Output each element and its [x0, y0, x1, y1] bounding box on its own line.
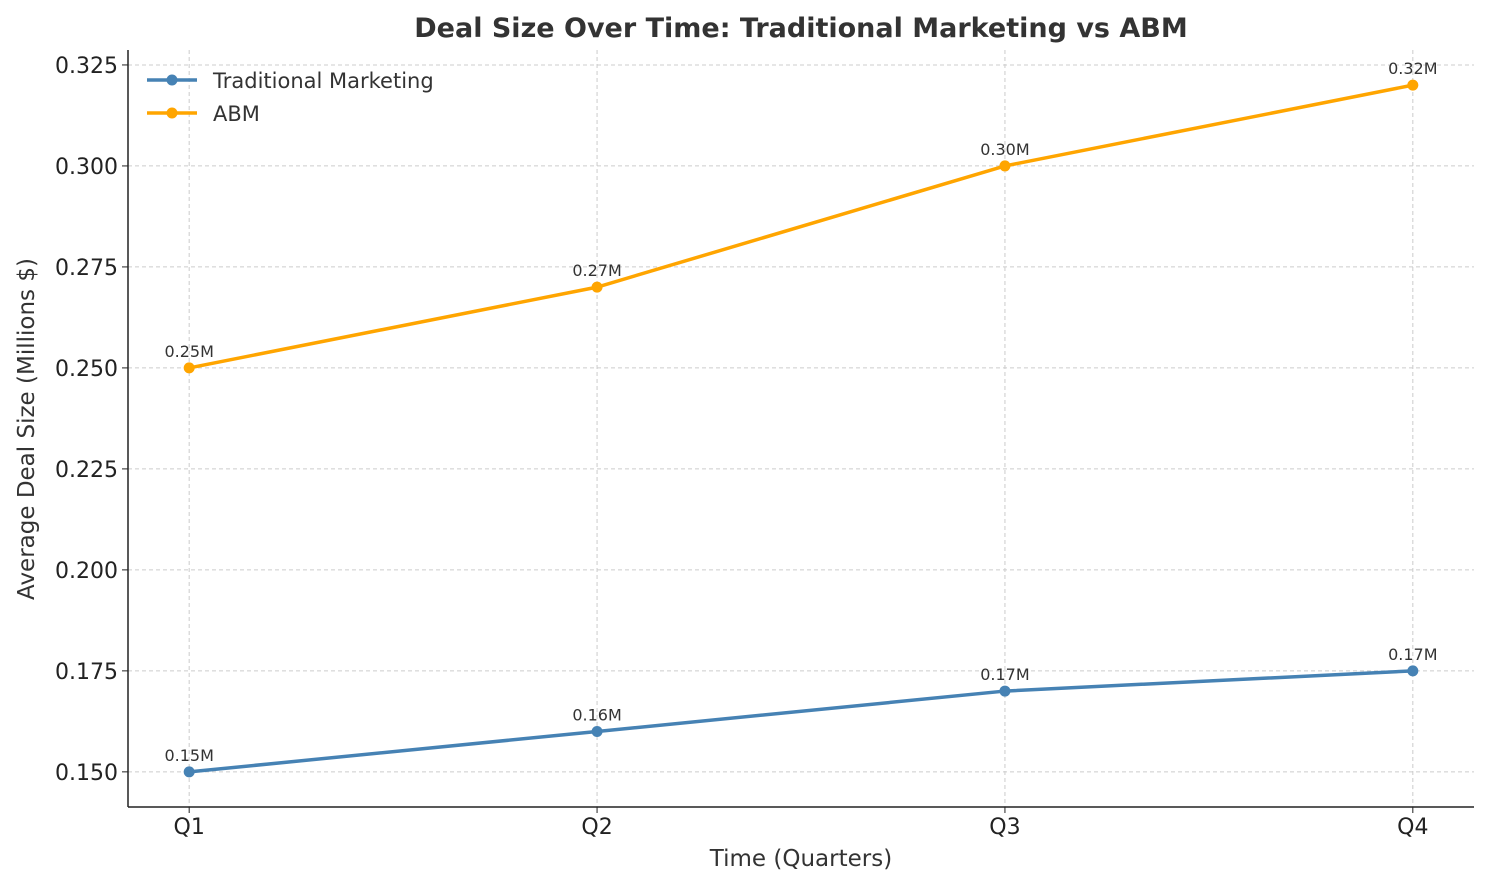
y-tick-label: 0.300: [55, 155, 118, 180]
y-tick-label: 0.250: [55, 357, 118, 382]
data-label: 0.16M: [572, 705, 621, 724]
data-point: [1407, 79, 1419, 91]
y-tick-label: 0.275: [55, 256, 118, 281]
data-label: 0.17M: [1388, 645, 1437, 664]
data-label: 0.15M: [164, 746, 213, 765]
legend-label: ABM: [213, 102, 260, 126]
x-tick-label: Q3: [989, 815, 1020, 840]
y-tick-label: 0.200: [55, 559, 118, 584]
y-tick-label: 0.225: [55, 458, 118, 483]
grid: [128, 50, 1474, 807]
data-point: [1407, 665, 1419, 677]
data-label: 0.32M: [1388, 59, 1437, 78]
data-point: [183, 362, 195, 374]
x-tick-label: Q4: [1397, 815, 1428, 840]
y-tick-label: 0.325: [55, 54, 118, 79]
series-line-0: [189, 669, 1413, 774]
y-tick-label: 0.175: [55, 660, 118, 685]
y-tick-label: 0.150: [55, 761, 118, 786]
legend-swatch-marker: [166, 74, 178, 86]
y-axis-label: Average Deal Size (Millions $): [14, 258, 40, 600]
data-point: [183, 766, 195, 778]
data-point: [591, 725, 603, 737]
data-label: 0.27M: [572, 261, 621, 280]
x-tick-label: Q2: [581, 815, 612, 840]
x-axis-label: Time (Quarters): [709, 846, 892, 872]
series-line-1: [188, 83, 1414, 370]
data-point: [999, 160, 1011, 172]
axes: 0.150 0.175 0.200 0.225 0.250 0.275 0.300 0.325…: [55, 50, 1474, 840]
x-tick-label: Q1: [174, 815, 205, 840]
chart-title: Deal Size Over Time: Traditional Marketi…: [414, 13, 1187, 44]
legend-swatch-marker: [166, 107, 178, 119]
data-point: [591, 281, 603, 293]
data-label: 0.30M: [980, 140, 1029, 159]
data-label: 0.17M: [980, 665, 1029, 684]
legend-label: Traditional Marketing: [212, 69, 434, 93]
data-label: 0.25M: [164, 342, 213, 361]
series-layer: 0.15M 0.16M 0.17M 0.17M 0.25M 0.27M 0.30M 0.32M: [164, 59, 1438, 778]
legend: Traditional Marketing ABM: [147, 69, 434, 126]
data-point: [999, 685, 1011, 697]
